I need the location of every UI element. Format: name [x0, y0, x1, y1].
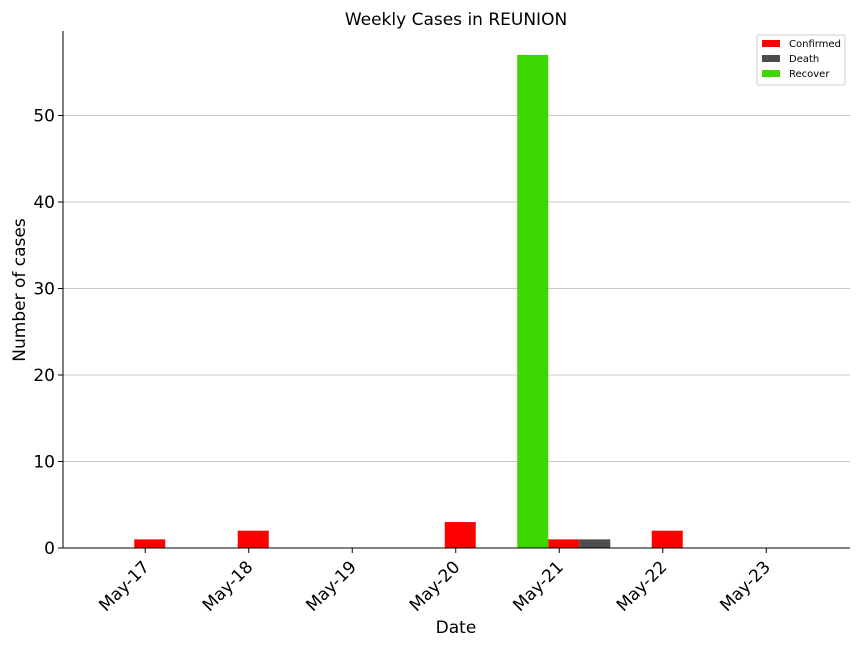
x-tick-label: May-18 [199, 557, 257, 615]
x-axis-label: Date [436, 618, 477, 638]
legend-label-death: Death [789, 54, 819, 65]
legend-swatch-confirmed [762, 40, 780, 47]
y-tick-label: 0 [44, 539, 55, 559]
bar-confirmed-may-21 [548, 539, 580, 548]
axes-group [62, 31, 850, 549]
x-tick-label: May-22 [613, 557, 671, 615]
bar-recover-may-21 [517, 54, 549, 548]
x-tick-label: May-17 [95, 557, 153, 615]
y-tick-label: 30 [33, 280, 55, 300]
y-tick-label: 20 [33, 366, 55, 386]
x-tick-labels: May-17 May-18 May-19 May-20 May-21 May-22 May-… [95, 548, 775, 616]
y-tick-label: 10 [33, 453, 55, 473]
y-axis-label: Number of cases [10, 218, 30, 362]
legend-swatch-recover [762, 70, 780, 77]
legend-label-recover: Recover [789, 69, 830, 80]
bars-group [134, 54, 683, 548]
legend-swatch-death [762, 55, 780, 62]
x-tick-label: May-20 [406, 557, 464, 615]
y-tick-label: 40 [33, 193, 55, 213]
chart-title: Weekly Cases in REUNION [345, 10, 567, 30]
legend: Confirmed Death Recover [756, 34, 846, 86]
bar-confirmed-may-20 [444, 522, 476, 548]
x-tick-label: May-23 [716, 557, 774, 615]
bar-confirmed-may-22 [651, 530, 683, 548]
bar-confirmed-may-18 [237, 530, 269, 548]
y-tick-labels: 0 10 20 30 40 50 [33, 107, 63, 559]
legend-label-confirmed: Confirmed [789, 39, 841, 50]
grid-lines [63, 115, 850, 462]
x-tick-label: May-21 [509, 557, 567, 615]
bar-confirmed-may-17 [134, 539, 166, 548]
bar-death-may-21 [579, 539, 611, 548]
x-tick-label: May-19 [302, 557, 360, 615]
y-tick-label: 50 [33, 107, 55, 127]
